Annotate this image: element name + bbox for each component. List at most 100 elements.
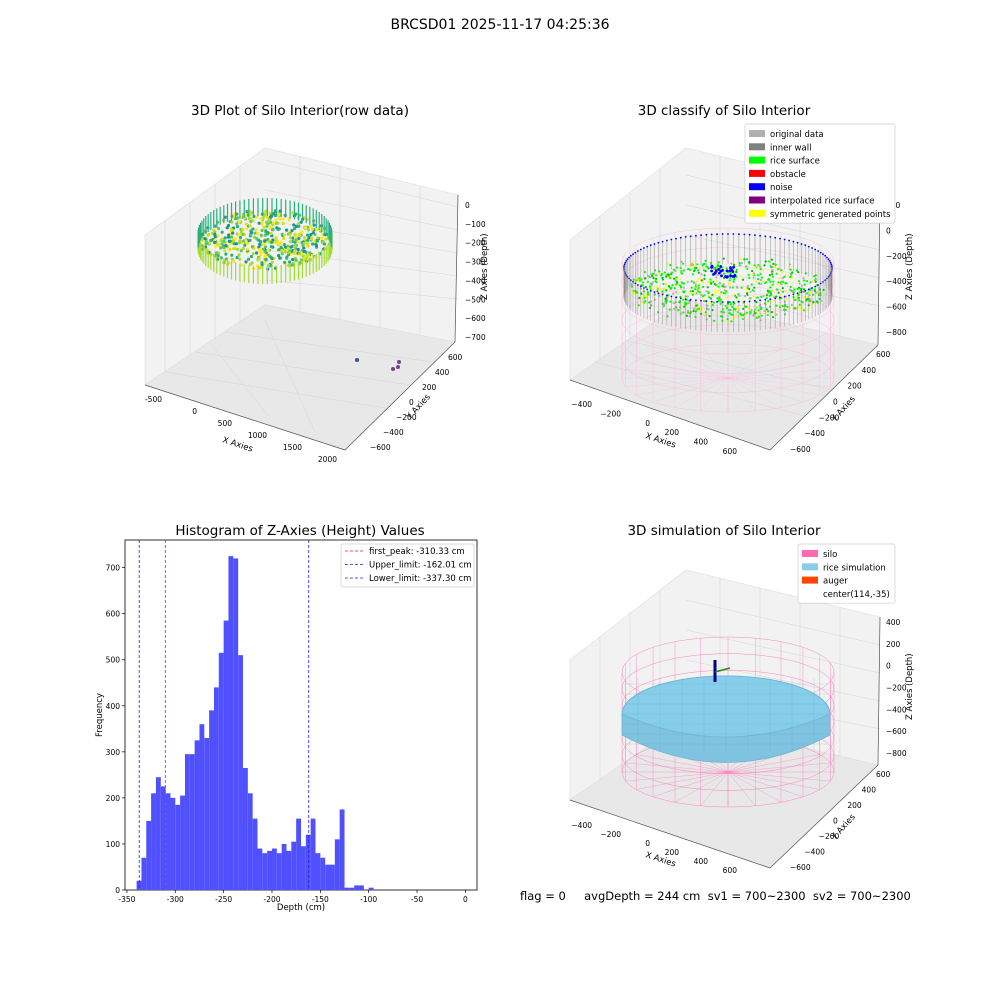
raw-point xyxy=(316,236,320,240)
z-tick-label: 0 xyxy=(886,662,891,671)
surface-point xyxy=(793,288,796,291)
x-tick-label: 2000 xyxy=(318,455,337,464)
histogram-bar xyxy=(252,818,258,890)
outlier-point xyxy=(396,365,400,369)
noise-point xyxy=(807,245,810,248)
raw-point xyxy=(212,228,216,232)
surface-point xyxy=(692,310,695,313)
raw-point xyxy=(309,224,313,228)
surface-point xyxy=(710,297,713,300)
noise-point xyxy=(700,299,702,302)
noise-point xyxy=(727,301,729,303)
surface-point xyxy=(709,278,712,281)
histogram-bar xyxy=(165,793,171,890)
surface-point xyxy=(767,310,770,313)
noise-point xyxy=(754,299,756,302)
surface-point xyxy=(776,267,780,271)
noise-point xyxy=(783,295,786,298)
raw-point xyxy=(280,248,284,252)
z-tick-label: −400 xyxy=(886,277,907,286)
noise-point xyxy=(819,282,822,285)
noise-point xyxy=(657,292,660,295)
plot1-zlabel: Z Axies (Depth) xyxy=(480,233,490,300)
plot4-legend-swatch xyxy=(802,563,818,571)
raw-point xyxy=(309,233,313,237)
surface-point xyxy=(784,274,787,277)
z-tick-label: 400 xyxy=(886,618,901,627)
surface-point xyxy=(675,281,679,284)
surface-point xyxy=(730,320,733,323)
raw-point xyxy=(223,249,227,253)
surface-point xyxy=(732,263,736,266)
surface-point xyxy=(701,264,705,267)
raw-point xyxy=(266,248,270,253)
surface-point xyxy=(691,263,694,266)
surface-point xyxy=(802,277,805,280)
raw-point xyxy=(244,239,248,243)
plot2-legend-label: symmetric generated points xyxy=(770,210,891,220)
surface-point xyxy=(727,320,730,323)
surface-point xyxy=(770,311,774,314)
noise-point xyxy=(792,293,795,296)
surface-point xyxy=(783,300,787,303)
noise-point xyxy=(759,234,761,237)
surface-point xyxy=(818,287,821,290)
histogram-bar xyxy=(305,834,311,890)
raw-point xyxy=(238,239,242,243)
surface-point xyxy=(673,277,676,280)
surface-point xyxy=(638,277,641,280)
surface-point xyxy=(697,284,700,287)
noise-point xyxy=(811,247,813,249)
surface-point xyxy=(789,285,792,288)
surface-point xyxy=(743,295,747,298)
plot4-legend: silo rice simulation auger center(114,-35) xyxy=(797,543,896,604)
plot2-legend-box xyxy=(744,123,896,224)
surface-point xyxy=(762,294,765,298)
plot4-legend-swatch xyxy=(802,576,818,584)
surface-point xyxy=(669,277,672,280)
silo-spoke xyxy=(674,771,729,803)
surface-point xyxy=(752,276,755,279)
plot4-rice-surface xyxy=(621,675,831,763)
silo-spoke xyxy=(727,771,831,782)
raw-point xyxy=(246,257,251,261)
surface-point xyxy=(812,280,815,283)
x-tick-label: 0 xyxy=(463,895,468,904)
surface-point xyxy=(737,293,740,296)
x-tick-label: 1500 xyxy=(283,443,302,452)
surface-point xyxy=(794,298,797,302)
surface-point xyxy=(665,289,668,292)
noise-point xyxy=(732,233,735,235)
surface-point xyxy=(793,307,796,310)
surface-point xyxy=(662,282,665,286)
raw-point xyxy=(249,220,253,224)
surface-point xyxy=(678,300,682,303)
plot1-outlier-points xyxy=(355,358,401,371)
silo-spoke xyxy=(727,771,782,803)
noise-point xyxy=(721,233,724,235)
silo-spoke xyxy=(652,771,729,797)
raw-point xyxy=(209,238,213,242)
raw-point xyxy=(286,247,290,251)
surface-point xyxy=(677,308,680,312)
surface-point xyxy=(711,303,714,306)
raw-point xyxy=(241,227,245,231)
surface-point xyxy=(739,275,742,278)
x-tick-label: -150 xyxy=(312,895,329,904)
surface-point xyxy=(717,285,720,288)
surface-point xyxy=(750,283,753,286)
surface-point xyxy=(802,290,805,293)
silo-spoke xyxy=(636,377,729,396)
noise-point xyxy=(705,300,708,303)
raw-point xyxy=(258,266,262,270)
surface-point xyxy=(692,264,695,267)
surface-point xyxy=(719,300,722,303)
raw-point xyxy=(294,212,298,216)
noise-point xyxy=(743,233,746,236)
silo-spoke xyxy=(727,377,820,396)
surface-point xyxy=(687,268,690,271)
surface-point xyxy=(648,285,652,288)
raw-point xyxy=(300,230,304,234)
surface-point xyxy=(648,276,651,279)
surface-point xyxy=(680,271,683,274)
